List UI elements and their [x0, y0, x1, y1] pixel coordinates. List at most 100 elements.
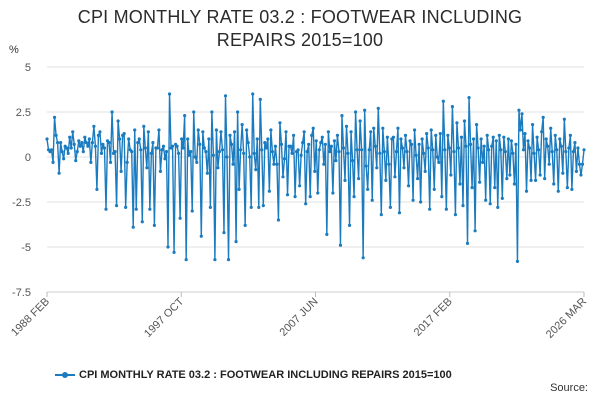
data-point	[99, 151, 104, 155]
data-point	[269, 128, 273, 132]
data-point	[148, 207, 152, 211]
data-point	[437, 160, 441, 164]
data-point	[350, 159, 355, 163]
data-point	[98, 130, 102, 134]
data-point	[559, 144, 563, 148]
data-point	[482, 144, 486, 148]
data-point	[434, 133, 438, 137]
data-point	[462, 119, 467, 123]
data-point	[57, 171, 61, 175]
data-point	[503, 150, 507, 154]
data-point	[403, 133, 408, 137]
data-point	[83, 135, 87, 139]
data-point	[347, 223, 352, 227]
data-point	[307, 142, 311, 146]
data-point	[484, 198, 488, 202]
data-point	[49, 148, 54, 152]
data-point	[314, 139, 318, 143]
data-point	[344, 124, 349, 128]
data-point	[293, 195, 297, 199]
data-point	[546, 144, 550, 148]
data-point	[502, 135, 506, 139]
data-point	[444, 207, 448, 211]
data-point	[211, 153, 215, 157]
data-point	[302, 130, 306, 134]
data-point	[219, 130, 223, 134]
data-point	[193, 155, 197, 159]
y-tick-label: -7.5	[12, 287, 31, 299]
data-point	[456, 146, 461, 150]
data-point	[420, 137, 424, 141]
data-point	[319, 141, 323, 145]
data-point	[331, 191, 335, 195]
data-point	[205, 171, 209, 175]
data-point	[139, 148, 143, 152]
data-point	[459, 135, 464, 139]
data-point	[288, 144, 293, 148]
data-point	[236, 110, 240, 114]
data-point	[101, 142, 105, 146]
data-point	[571, 150, 576, 154]
data-point	[387, 162, 391, 166]
data-point	[245, 128, 249, 132]
data-point	[299, 153, 303, 157]
data-point	[326, 130, 330, 134]
data-point	[338, 243, 343, 247]
data-point	[77, 139, 81, 143]
data-point	[325, 232, 329, 236]
data-point	[514, 142, 518, 146]
data-point	[423, 169, 427, 173]
data-point	[582, 148, 586, 152]
data-point	[204, 150, 208, 154]
data-point	[263, 141, 267, 145]
data-point	[373, 144, 377, 148]
data-point	[298, 184, 302, 188]
data-point	[59, 141, 63, 145]
chart-legend[interactable]: CPI MONTHLY RATE 03.2 : FOOTWEAR INCLUDI…	[55, 367, 452, 383]
data-point	[142, 124, 146, 128]
x-tick-label: 2007 JUN	[278, 296, 321, 339]
data-point	[225, 155, 229, 159]
data-point	[68, 135, 72, 139]
data-point	[549, 126, 553, 130]
data-point	[393, 175, 397, 179]
data-point	[189, 150, 193, 154]
data-point	[381, 126, 385, 130]
data-point	[481, 160, 485, 164]
data-point	[470, 186, 474, 190]
data-point	[441, 99, 445, 103]
source-label: Source:	[550, 382, 588, 394]
data-point	[195, 160, 199, 164]
data-point	[341, 146, 346, 150]
data-point	[487, 148, 491, 152]
data-point	[255, 137, 259, 141]
y-tick-label: 2.5	[16, 107, 31, 119]
data-point	[136, 141, 140, 145]
data-point	[170, 144, 175, 148]
data-point	[530, 123, 535, 127]
x-tick-label: 1997 OCT	[142, 295, 187, 340]
data-point	[384, 178, 388, 182]
data-point	[134, 207, 138, 211]
data-point	[353, 110, 358, 114]
data-point	[311, 126, 315, 130]
data-point	[447, 146, 451, 150]
data-point	[428, 207, 432, 211]
data-point	[104, 207, 108, 211]
y-tick-label: -2.5	[12, 197, 31, 209]
data-point	[285, 193, 290, 197]
data-point	[328, 150, 332, 154]
x-tick-label: 2017 FEB	[412, 296, 455, 339]
data-point	[556, 189, 560, 193]
data-point	[323, 142, 327, 146]
data-point	[523, 132, 527, 136]
data-point	[72, 142, 76, 146]
data-point	[248, 155, 252, 159]
data-point	[66, 151, 70, 155]
data-point	[201, 130, 205, 134]
data-point	[535, 135, 539, 139]
data-point	[96, 133, 101, 137]
data-point	[210, 110, 214, 114]
data-point	[242, 151, 246, 155]
data-point	[520, 112, 524, 116]
